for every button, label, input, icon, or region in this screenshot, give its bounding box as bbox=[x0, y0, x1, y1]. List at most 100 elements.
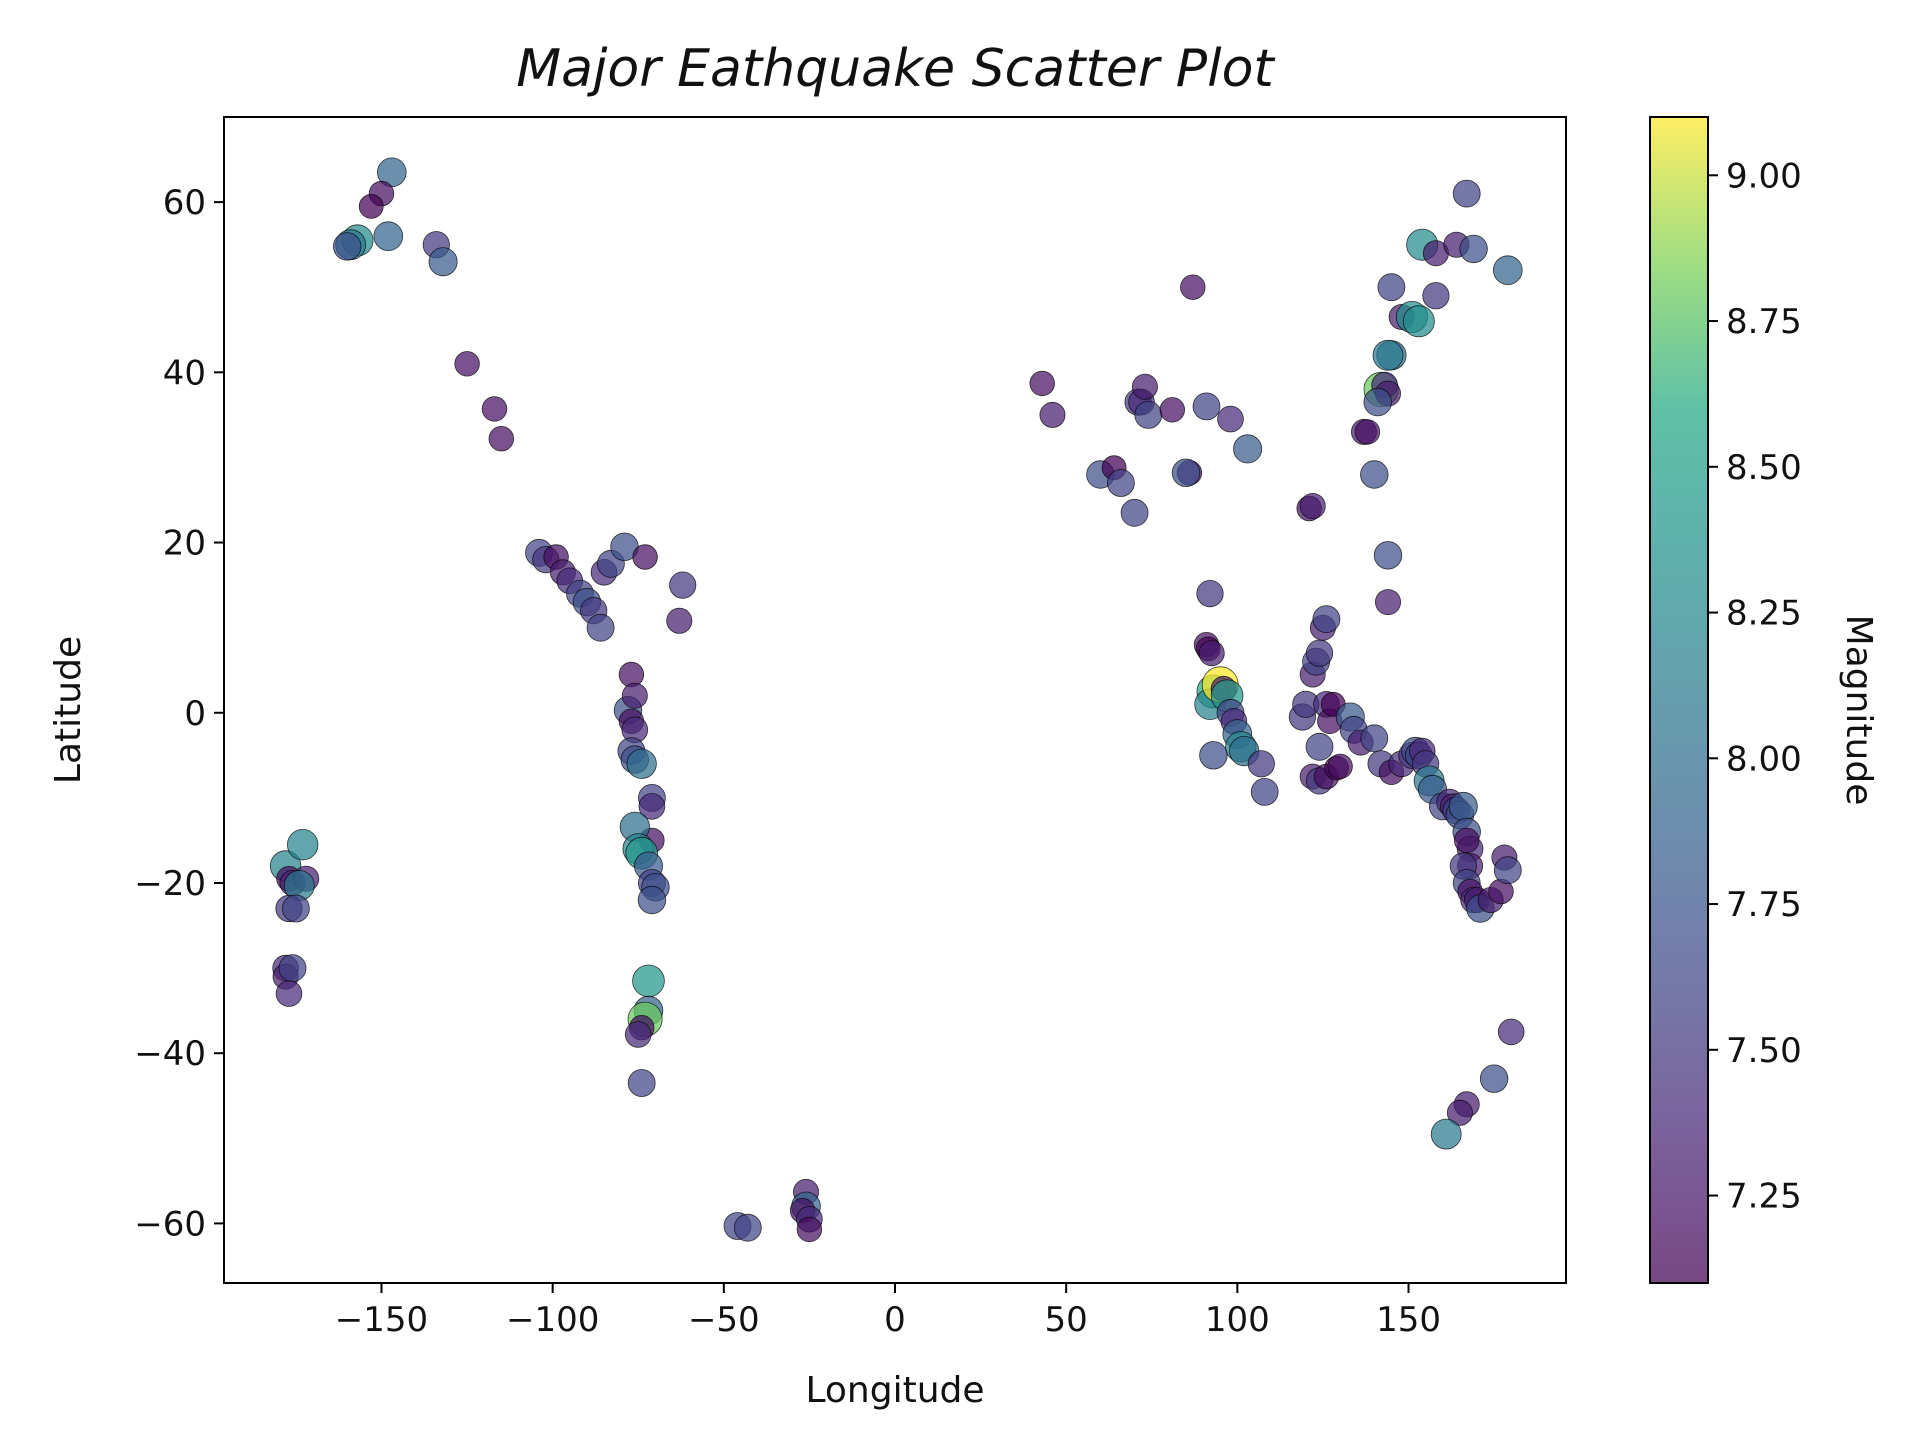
earthquake-point bbox=[1180, 274, 1206, 300]
earthquake-point bbox=[1363, 387, 1392, 417]
y-tick-label: −20 bbox=[134, 864, 206, 904]
colorbar-tick-label: 7.75 bbox=[1726, 885, 1802, 925]
earthquake-point bbox=[1171, 458, 1201, 488]
chart-title: Major Eathquake Scatter Plot bbox=[516, 39, 1275, 99]
earthquake-point bbox=[1448, 791, 1478, 821]
earthquake-point bbox=[278, 954, 307, 982]
earthquake-point bbox=[1422, 282, 1450, 310]
earthquake-point bbox=[1354, 419, 1381, 445]
x-tick-label: 50 bbox=[1045, 1300, 1088, 1340]
x-tick-label: 0 bbox=[884, 1300, 906, 1340]
y-tick-label: 0 bbox=[184, 694, 206, 734]
earthquake-point bbox=[626, 748, 657, 779]
earthquake-point bbox=[618, 661, 645, 688]
earthquake-point bbox=[454, 351, 480, 377]
y-tick-label: −60 bbox=[134, 1204, 206, 1244]
colorbar: 7.25 7.50 7.75 8.00 8.25 8.50 8.75 9.00 bbox=[1649, 116, 1802, 1284]
colorbar-frame bbox=[1649, 116, 1709, 1284]
earthquake-point bbox=[637, 885, 667, 915]
colorbar-tick-label: 7.25 bbox=[1726, 1177, 1802, 1217]
earthquake-point bbox=[1377, 273, 1406, 302]
earthquake-point bbox=[1312, 605, 1341, 633]
earthquake-point bbox=[1199, 741, 1228, 770]
earthquake-point bbox=[1107, 469, 1135, 497]
earthquake-point bbox=[1120, 498, 1149, 527]
earthquake-point bbox=[358, 193, 384, 219]
earthquake-point bbox=[586, 613, 615, 642]
earthquake-point bbox=[638, 793, 666, 820]
earthquake-point bbox=[1493, 255, 1523, 286]
earthquake-point bbox=[333, 232, 362, 261]
earthquake-point bbox=[632, 964, 665, 998]
colorbar-tick-label: 9.00 bbox=[1726, 156, 1802, 196]
x-tick-label: 150 bbox=[1376, 1300, 1441, 1340]
y-tick-label: 60 bbox=[163, 183, 206, 223]
earthquake-point bbox=[1217, 405, 1244, 433]
earthquake-point bbox=[1360, 724, 1389, 753]
earthquake-point bbox=[632, 544, 658, 570]
earthquake-point bbox=[1459, 234, 1488, 264]
earthquake-point bbox=[1250, 778, 1279, 806]
earthquake-point bbox=[275, 980, 303, 1007]
earthquake-point bbox=[669, 571, 697, 599]
earthquake-point bbox=[733, 1213, 762, 1242]
earthquake-point bbox=[1131, 373, 1158, 400]
earthquake-point bbox=[1198, 640, 1225, 667]
earthquake-point bbox=[1039, 401, 1066, 428]
y-axis-label: Latitude bbox=[48, 636, 89, 784]
earthquake-point bbox=[1029, 370, 1055, 397]
earthquake-point bbox=[1493, 856, 1522, 885]
earthquake-point bbox=[1192, 392, 1221, 421]
earthquake-point bbox=[624, 1021, 652, 1048]
earthquake-point bbox=[488, 426, 515, 452]
earthquake-point bbox=[1373, 541, 1403, 570]
earthquake-point bbox=[1159, 397, 1186, 423]
earthquake-point bbox=[1305, 732, 1334, 761]
plot-frame bbox=[223, 116, 1567, 1284]
y-tick-label: 20 bbox=[163, 524, 206, 564]
x-tick-label: −150 bbox=[335, 1300, 428, 1340]
earthquake-point bbox=[1305, 639, 1334, 667]
earthquake-point bbox=[428, 247, 458, 277]
earthquake-point bbox=[1360, 460, 1389, 489]
earthquake-point bbox=[621, 682, 648, 709]
scatter-points bbox=[269, 157, 1525, 1243]
earthquake-point bbox=[1452, 179, 1481, 208]
earthquake-point bbox=[1372, 339, 1404, 371]
plot-area: −150 −100 −50 0 50 100 150 −60 −40 −20 0 20 40 60 bbox=[134, 116, 1567, 1340]
colorbar-tick-label: 8.00 bbox=[1726, 739, 1802, 779]
x-tick-label: 100 bbox=[1205, 1300, 1270, 1340]
earthquake-point bbox=[666, 607, 693, 634]
earthquake-point bbox=[796, 1216, 823, 1243]
earthquake-point bbox=[1196, 579, 1224, 608]
earthquake-point bbox=[1446, 1099, 1473, 1126]
colorbar-label: Magnitude bbox=[1838, 615, 1879, 806]
earthquake-point bbox=[287, 829, 319, 861]
y-tick-label: 40 bbox=[163, 353, 206, 393]
x-axis-label: Longitude bbox=[805, 1370, 984, 1411]
earthquake-point bbox=[1430, 1118, 1462, 1150]
earthquake-point bbox=[1327, 753, 1353, 780]
colorbar-tick-label: 8.75 bbox=[1726, 302, 1802, 342]
earthquake-point bbox=[1497, 1018, 1525, 1046]
x-tick-label: −100 bbox=[506, 1300, 599, 1340]
earthquake-point bbox=[1233, 434, 1263, 464]
colorbar-tick-label: 8.25 bbox=[1726, 594, 1802, 634]
colorbar-gradient bbox=[1650, 117, 1708, 1283]
y-tick-label: −40 bbox=[134, 1034, 206, 1074]
colorbar-tick-label: 8.50 bbox=[1726, 448, 1802, 488]
earthquake-point bbox=[1402, 305, 1435, 338]
earthquake-point bbox=[627, 1069, 656, 1097]
colorbar-tick-label: 7.50 bbox=[1726, 1031, 1802, 1071]
earthquake-point bbox=[1479, 1064, 1509, 1093]
earthquake-point bbox=[373, 221, 404, 252]
earthquake-point bbox=[481, 396, 508, 422]
earthquake-point bbox=[1247, 750, 1275, 778]
earthquake-point bbox=[1134, 400, 1163, 429]
earthquake-point bbox=[281, 894, 310, 923]
earthquake-point bbox=[1453, 827, 1480, 854]
earthquake-point bbox=[1375, 589, 1402, 616]
x-tick-label: −50 bbox=[688, 1300, 760, 1340]
